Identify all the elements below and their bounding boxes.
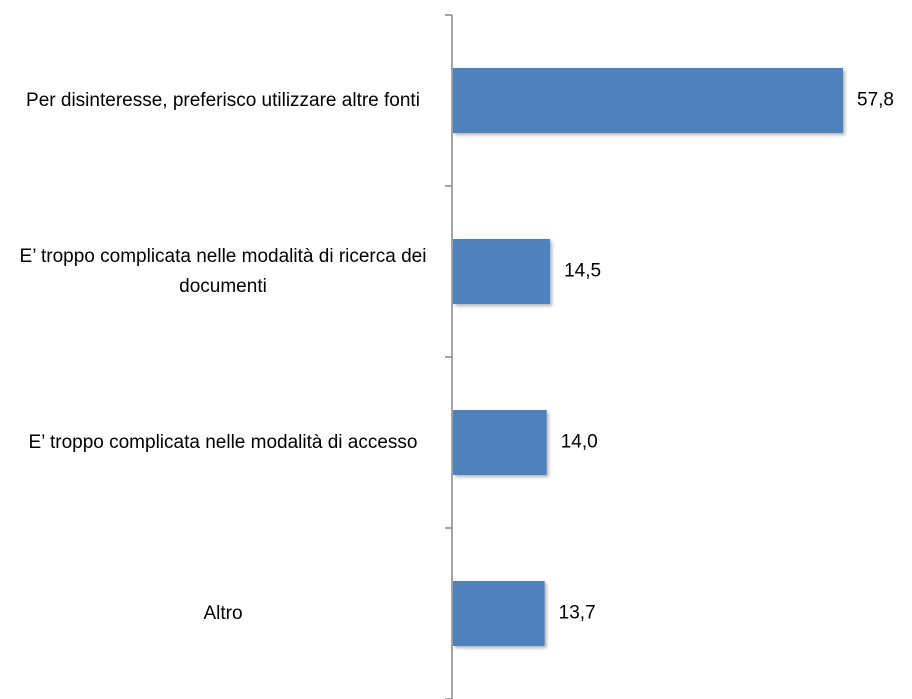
value-label: 14,5 [564,261,601,282]
bar [453,68,843,133]
bar [453,581,545,646]
value-label: 14,0 [561,432,598,453]
category-label: Altro [203,602,243,624]
category-label: E’ troppo complicata nelle modalità di r… [19,245,427,297]
category-label: E’ troppo complicata nelle modalità di a… [28,431,418,453]
value-label: 13,7 [559,603,596,624]
category-label: Per disinteresse, preferisco utilizzare … [26,89,420,111]
bar [453,410,547,475]
bar [453,239,551,304]
value-label: 57,8 [857,90,894,111]
